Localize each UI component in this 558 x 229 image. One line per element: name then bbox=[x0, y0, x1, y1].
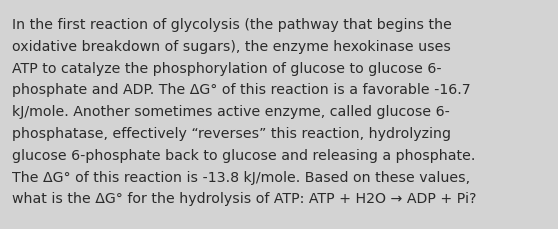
Text: kJ/mole. Another sometimes active enzyme, called glucose 6-: kJ/mole. Another sometimes active enzyme… bbox=[12, 105, 450, 119]
Text: The ΔG° of this reaction is -13.8 kJ/mole. Based on these values,: The ΔG° of this reaction is -13.8 kJ/mol… bbox=[12, 170, 470, 184]
Text: what is the ΔG° for the hydrolysis of ATP: ATP + H2O → ADP + Pi?: what is the ΔG° for the hydrolysis of AT… bbox=[12, 192, 477, 205]
Text: In the first reaction of glycolysis (the pathway that begins the: In the first reaction of glycolysis (the… bbox=[12, 18, 452, 32]
Text: oxidative breakdown of sugars), the enzyme hexokinase uses: oxidative breakdown of sugars), the enzy… bbox=[12, 40, 451, 54]
Text: ATP to catalyze the phosphorylation of glucose to glucose 6-: ATP to catalyze the phosphorylation of g… bbox=[12, 61, 441, 75]
Text: glucose 6-phosphate back to glucose and releasing a phosphate.: glucose 6-phosphate back to glucose and … bbox=[12, 148, 475, 162]
Text: phosphate and ADP. The ΔG° of this reaction is a favorable -16.7: phosphate and ADP. The ΔG° of this react… bbox=[12, 83, 471, 97]
Text: phosphatase, effectively “reverses” this reaction, hydrolyzing: phosphatase, effectively “reverses” this… bbox=[12, 126, 451, 140]
